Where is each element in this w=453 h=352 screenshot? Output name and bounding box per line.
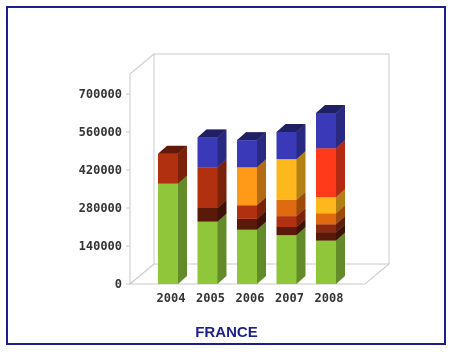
bar-segment-front <box>197 137 218 168</box>
bar-top <box>316 105 345 113</box>
bar-segment-side <box>296 208 306 227</box>
ytick-label: 280000 <box>79 201 122 215</box>
bar-segment-front <box>158 153 178 184</box>
bar-segment-front <box>237 218 257 230</box>
bar-stack-2006 <box>237 132 266 284</box>
bar-segment-side <box>336 205 345 225</box>
bar-segment-front <box>237 140 257 168</box>
bar-segment-front <box>316 232 336 241</box>
bar-segment-side <box>217 213 227 284</box>
bar-segment-side <box>296 219 306 236</box>
bar-segment-front <box>316 197 336 214</box>
category-label: 2007 <box>275 291 304 305</box>
bar-segment-side <box>217 200 227 222</box>
bar-segment-side <box>336 105 345 149</box>
bar-segment-side <box>336 189 345 214</box>
bar-segment-side <box>257 197 266 219</box>
bar-segment-front <box>316 224 336 233</box>
bar-stack-2005 <box>197 129 227 284</box>
bar-stack-2004 <box>158 145 187 284</box>
ytick-labels: 0 140000 280000 420000 560000 700000 <box>79 87 122 291</box>
bar-segment-front <box>237 229 257 284</box>
category-label: 2006 <box>236 291 265 305</box>
bar-segment-front <box>197 208 218 222</box>
ytick-label: 0 <box>115 277 122 291</box>
bar-stack-2007 <box>276 124 306 284</box>
bar-segment-front <box>276 159 297 200</box>
bar-segment-side <box>257 132 266 168</box>
bar-segment-side <box>178 175 187 284</box>
bar-segment-front <box>316 213 336 225</box>
bar-segment-side <box>178 145 187 184</box>
bar-segment-front <box>276 132 297 160</box>
bar-top <box>237 132 266 141</box>
category-labels: 2004 2005 2006 2007 2008 <box>157 291 344 305</box>
left-wall <box>129 52 155 286</box>
bar-segment-side <box>257 221 266 284</box>
bar-top <box>276 124 306 132</box>
bar-segment-front <box>316 148 336 198</box>
bar-stack-2008 <box>316 105 345 284</box>
bar-segment-front <box>276 199 297 217</box>
bar-segment-front <box>276 216 297 227</box>
bars-layer <box>158 105 345 284</box>
category-label: 2004 <box>157 291 186 305</box>
bar-segment-side <box>336 224 345 241</box>
bar-segment-front <box>316 240 336 284</box>
bar-segment-front <box>276 227 297 236</box>
bar-segment-side <box>336 232 345 284</box>
bar-segment-side <box>296 191 306 217</box>
back-wall <box>153 53 390 265</box>
bar-segment-front <box>158 183 178 284</box>
bar-segment-front <box>316 113 336 149</box>
bar-segment-side <box>257 159 266 206</box>
category-label: 2008 <box>315 291 344 305</box>
bar-segment-front <box>237 205 257 219</box>
chart-title: FRANCE <box>195 324 258 341</box>
bar-segment-side <box>217 129 227 168</box>
bar-segment-front <box>237 167 257 206</box>
ytick-label: 420000 <box>79 163 122 177</box>
bar-segment-side <box>336 216 345 233</box>
bar-segment-side <box>336 140 345 198</box>
ytick-label: 140000 <box>79 239 122 253</box>
bar-segment-side <box>296 227 306 284</box>
ytick-label: 700000 <box>79 87 122 101</box>
bar-segment-side <box>296 151 306 200</box>
bar-top <box>197 129 227 138</box>
bar-segment-front <box>276 235 297 284</box>
bar-segment-front <box>197 221 218 284</box>
ytick-label: 560000 <box>79 125 122 139</box>
bar-segment-side <box>296 124 306 160</box>
bar-segment-side <box>257 210 266 230</box>
category-label: 2005 <box>196 291 225 305</box>
bar-segment-front <box>197 167 218 208</box>
bar-top <box>158 145 187 154</box>
bar-segment-side <box>217 159 227 208</box>
